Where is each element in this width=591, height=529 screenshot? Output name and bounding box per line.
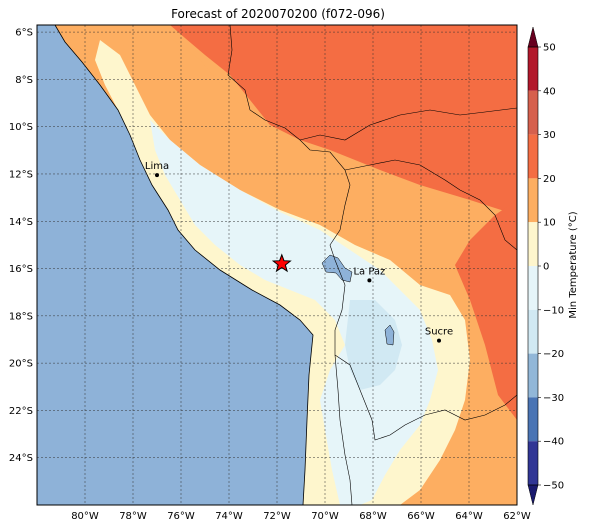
lat-tick-label: 14°S: [9, 217, 33, 228]
city-dot: [367, 278, 372, 283]
land-mild-zone: [120, 30, 470, 300]
colorbar-tick-label: −50: [543, 481, 564, 492]
lon-tick-label: 74°W: [215, 511, 243, 522]
border-chile-argentina: [334, 354, 353, 505]
colorbar-segment: [528, 309, 538, 354]
city-dot: [155, 173, 159, 178]
colorbar-segment: [528, 90, 538, 135]
lat-tick-label: 22°S: [9, 406, 33, 417]
land-very-cold-zone: [345, 300, 402, 390]
colorbar-segment: [528, 441, 538, 485]
country-borders: [227, 25, 517, 441]
lon-tick-label: 62°W: [503, 511, 531, 522]
lon-tick-label: 78°W: [119, 511, 147, 522]
border-bolivia-brazil: [344, 159, 517, 251]
gridlines: [37, 25, 517, 505]
colorbar-segment: [528, 266, 538, 310]
city-markers: Lima La Paz Sucre: [145, 161, 453, 343]
border-peru-brazil: [299, 107, 517, 141]
colorbar-tick-label: −40: [543, 437, 564, 448]
colorbar-extend-min: [527, 484, 539, 506]
city-label: Sucre: [425, 327, 453, 338]
lat-tick-label: 20°S: [9, 359, 33, 370]
lon-tick-label: 80°W: [71, 511, 99, 522]
coastline: [54, 25, 314, 505]
colorbar-segment: [528, 134, 538, 179]
map-title: Forecast of 2020070200 (f072-096): [171, 7, 385, 21]
lake-poopo: [384, 324, 395, 346]
lon-tick-label: 68°W: [359, 511, 387, 522]
star-marker: [271, 253, 292, 273]
colorbar-tick-label: 30: [543, 130, 556, 141]
colorbar-tick-label: −30: [543, 393, 564, 404]
colorbar-tick-label: 0: [543, 262, 549, 273]
lat-tick-label: 24°S: [9, 453, 33, 464]
land-cold-zone: [150, 120, 438, 505]
lat-tick-label: 16°S: [9, 264, 33, 275]
lat-tick-label: 12°S: [9, 169, 33, 180]
land-hot-zone-east: [455, 200, 517, 420]
lon-tick-labels: 80°W 78°W 76°W 74°W 72°W 70°W 68°W 66°W 64°W 62°W: [71, 511, 531, 522]
lon-tick-label: 70°W: [311, 511, 339, 522]
lon-tick-label: 66°W: [407, 511, 435, 522]
lon-tick-label: 76°W: [167, 511, 195, 522]
lat-tick-label: 8°S: [15, 75, 33, 86]
red-star-icon: [271, 253, 292, 273]
colorbar-extend-max: [527, 26, 539, 48]
colorbar-tick-label: 40: [543, 86, 556, 97]
lat-tick-label: 6°S: [15, 28, 33, 39]
map-area: [37, 25, 517, 505]
colorbar-tick-label: 10: [543, 218, 556, 229]
city-dot: [437, 338, 441, 343]
colorbar-tick-label: −20: [543, 349, 564, 360]
lat-tick-label: 18°S: [9, 311, 33, 322]
land-hot-zone: [170, 25, 517, 215]
colorbar-tick-label: −10: [543, 305, 564, 316]
colorbar: 50 40 30 20 10 0 −10 −20 −30 −40 −50: [527, 26, 564, 506]
colorbar-segment: [528, 353, 538, 398]
colorbar-segment: [528, 47, 538, 91]
colorbar-segment: [528, 397, 538, 442]
colorbar-segment: [528, 178, 538, 223]
city-label: La Paz: [353, 266, 385, 277]
colorbar-label: Min Temperature (°C): [568, 211, 579, 318]
colorbar-tick-label: 20: [543, 174, 556, 185]
lat-tick-label: 10°S: [9, 122, 33, 133]
lon-tick-label: 72°W: [263, 511, 291, 522]
lon-tick-label: 64°W: [455, 511, 483, 522]
map-frame: [36, 24, 518, 506]
lat-tick-labels: 6°S 8°S 10°S 12°S 14°S 16°S 18°S 20°S 22°S 24°S: [9, 28, 33, 465]
colorbar-tick-label: 50: [543, 43, 556, 54]
city-label: Lima: [145, 161, 169, 172]
colorbar-segment: [528, 222, 538, 266]
